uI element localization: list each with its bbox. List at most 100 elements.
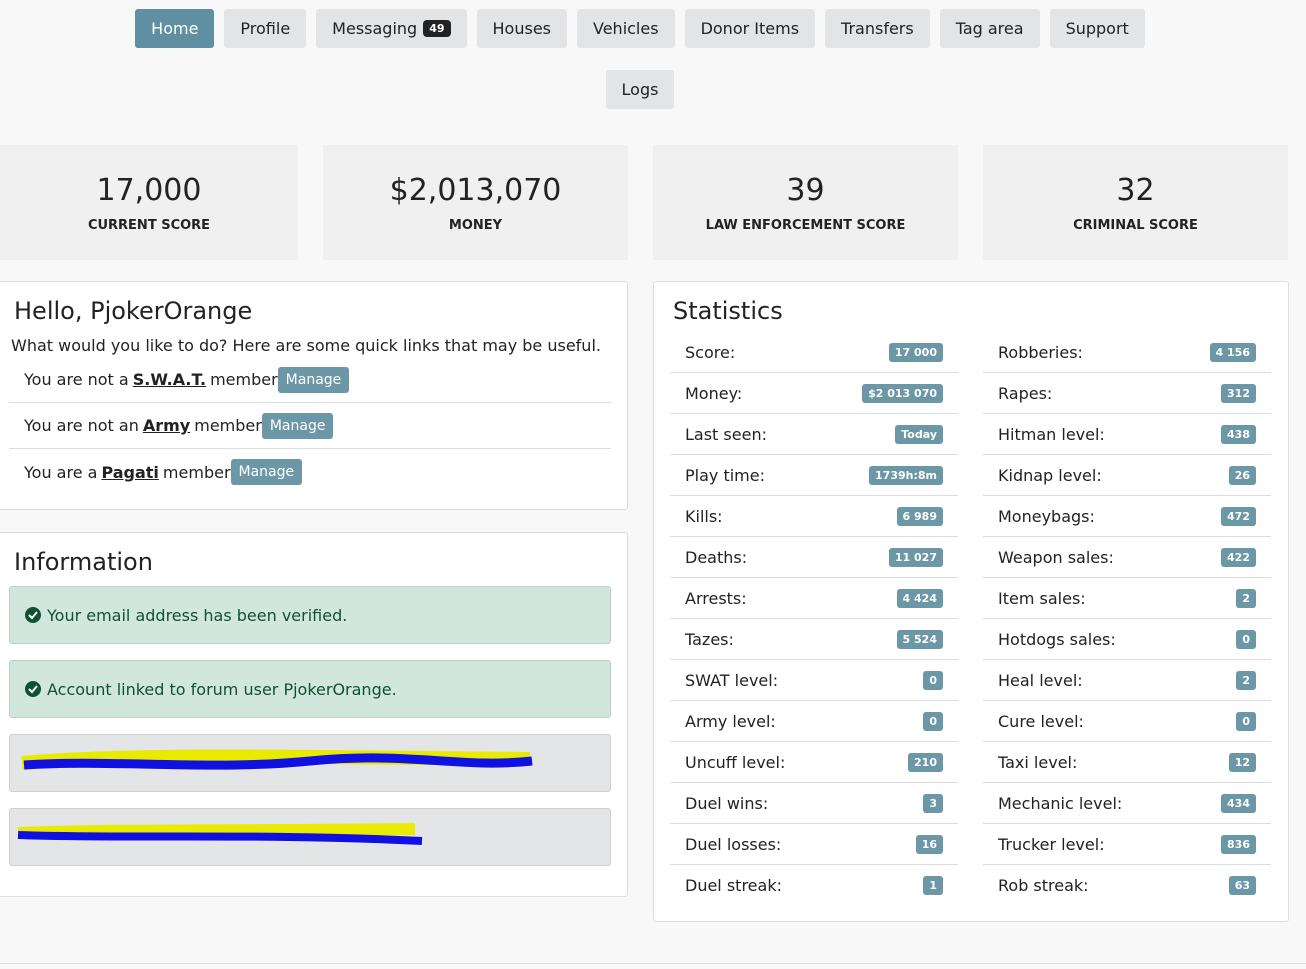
- nav-button[interactable]: Tag area: [939, 9, 1040, 48]
- stat-badge: 422: [1221, 547, 1256, 567]
- membership-row: You are not a S.W.A.T. member Manage: [9, 357, 611, 403]
- stat-badge: 63: [1228, 876, 1256, 895]
- check-icon: [25, 607, 41, 623]
- stat-row: Duel wins: 3: [670, 783, 958, 824]
- stat-badge: 2: [1236, 588, 1256, 608]
- stat-label: Item sales:: [998, 588, 1086, 608]
- stat-badge: $2 013 070: [862, 383, 943, 403]
- stat-badge: 438: [1221, 424, 1256, 444]
- stat-badge: 11 027: [888, 547, 943, 567]
- stat-badge: 1739h:8m: [869, 465, 943, 485]
- nav-label: Houses: [492, 19, 551, 38]
- manage-button[interactable]: Manage: [261, 412, 334, 439]
- stat-badge: 472: [1221, 506, 1256, 526]
- stat-label: Heal level:: [998, 670, 1083, 690]
- nav-button[interactable]: Profile: [224, 9, 307, 48]
- score-card: 17,000 CURRENT SCORE: [0, 145, 298, 260]
- nav-button[interactable]: Logs: [605, 70, 675, 109]
- membership-row: You are a Pagati member Manage: [9, 449, 611, 495]
- information-title: Information: [14, 548, 153, 576]
- nav-label: Logs: [621, 80, 659, 99]
- stat-badge: 836: [1221, 834, 1256, 854]
- manage-button[interactable]: Manage: [230, 459, 303, 485]
- stat-row: Robberies: 4 156: [983, 332, 1271, 373]
- redacted-box: [9, 808, 611, 866]
- nav-label: Profile: [240, 19, 291, 38]
- scribble: [17, 823, 423, 845]
- stat-badge: 6 989: [896, 506, 943, 526]
- stat-badge: 1: [923, 876, 943, 895]
- stat-badge: 5 524: [896, 629, 943, 649]
- nav-button[interactable]: Home: [135, 9, 215, 48]
- card-value: 17,000: [96, 173, 202, 208]
- stat-row: Kills: 6 989: [670, 496, 958, 537]
- nav-button[interactable]: Transfers: [825, 9, 930, 48]
- nav-button[interactable]: Support: [1049, 9, 1145, 48]
- stat-label: SWAT level:: [685, 670, 779, 690]
- card-value: $2,013,070: [389, 173, 562, 208]
- stat-row: Trucker level: 836: [983, 824, 1271, 865]
- stat-label: Taxi level:: [998, 752, 1078, 772]
- stat-row: Play time: 1739h:8m: [670, 455, 958, 496]
- stat-label: Last seen:: [685, 424, 767, 444]
- stat-label: Cure level:: [998, 711, 1084, 731]
- information-panel: Information Your email address has been …: [0, 532, 628, 897]
- check-icon: [25, 681, 41, 697]
- nav-button[interactable]: Vehicles: [577, 9, 675, 48]
- hello-title: Hello, PjokerOrange: [14, 297, 253, 325]
- stat-badge: 0: [923, 670, 943, 690]
- hello-intro: What would you like to do? Here are some…: [11, 336, 601, 355]
- alert-text: Account linked to forum user PjokerOrang…: [47, 679, 397, 699]
- stat-label: Uncuff level:: [685, 752, 786, 772]
- stat-label: Duel wins:: [685, 793, 769, 813]
- stat-row: Uncuff level: 210: [670, 742, 958, 783]
- stat-row: Duel losses: 16: [670, 824, 958, 865]
- stat-row: Tazes: 5 524: [670, 619, 958, 660]
- statistics-panel: Statistics Score: 17 000 Money: $2 013 070 L…: [653, 281, 1289, 922]
- alert-text: Your email address has been verified.: [47, 605, 348, 625]
- stat-row: Last seen: Today: [670, 414, 958, 455]
- card-label: CURRENT SCORE: [87, 218, 211, 233]
- stat-badge: 4 424: [896, 588, 943, 608]
- scribble: [21, 749, 533, 770]
- nav-button[interactable]: Messaging 49: [316, 9, 467, 48]
- stat-badge: 312: [1221, 383, 1256, 403]
- alert-success: Account linked to forum user PjokerOrang…: [9, 660, 611, 718]
- stat-label: Trucker level:: [998, 834, 1105, 854]
- stat-row: Weapon sales: 422: [983, 537, 1271, 578]
- stat-label: Robberies:: [998, 342, 1083, 362]
- redacted-box: [9, 734, 611, 792]
- hello-panel: Hello, PjokerOrange What would you like …: [0, 281, 628, 510]
- stat-label: Army level:: [685, 711, 776, 731]
- stat-label: Moneybags:: [998, 506, 1095, 526]
- nav-button[interactable]: Houses: [476, 9, 567, 48]
- stat-row: Moneybags: 472: [983, 496, 1271, 537]
- nav-label: Tag area: [955, 19, 1024, 38]
- stat-row: Hitman level: 438: [983, 414, 1271, 455]
- org-link[interactable]: Pagati: [101, 462, 159, 482]
- stat-badge: Today: [895, 424, 943, 444]
- membership-text: You are not an: [24, 416, 139, 435]
- score-card: $2,013,070 MONEY: [323, 145, 628, 260]
- org-link[interactable]: Army: [142, 416, 191, 435]
- stat-badge: 26: [1228, 465, 1256, 485]
- stat-badge: 3: [923, 793, 943, 813]
- nav-label: Home: [151, 19, 199, 38]
- stat-label: Money:: [685, 383, 743, 403]
- manage-button[interactable]: Manage: [277, 366, 350, 393]
- stat-row: Rob streak: 63: [983, 865, 1271, 906]
- org-link[interactable]: S.W.A.T.: [132, 370, 207, 389]
- nav-label: Messaging: [332, 19, 418, 38]
- stat-row: Item sales: 2: [983, 578, 1271, 619]
- stat-badge: 2: [1236, 670, 1256, 690]
- alert-success: Your email address has been verified.: [9, 586, 611, 644]
- stat-label: Hotdogs sales:: [998, 629, 1116, 649]
- stat-row: Cure level: 0: [983, 701, 1271, 742]
- stat-label: Arrests:: [685, 588, 747, 608]
- stat-row: SWAT level: 0: [670, 660, 958, 701]
- stat-badge: 12: [1228, 752, 1256, 772]
- stat-label: Tazes:: [685, 629, 734, 649]
- stat-label: Play time:: [685, 465, 765, 485]
- card-value: 39: [786, 173, 825, 208]
- nav-button[interactable]: Donor Items: [684, 9, 816, 48]
